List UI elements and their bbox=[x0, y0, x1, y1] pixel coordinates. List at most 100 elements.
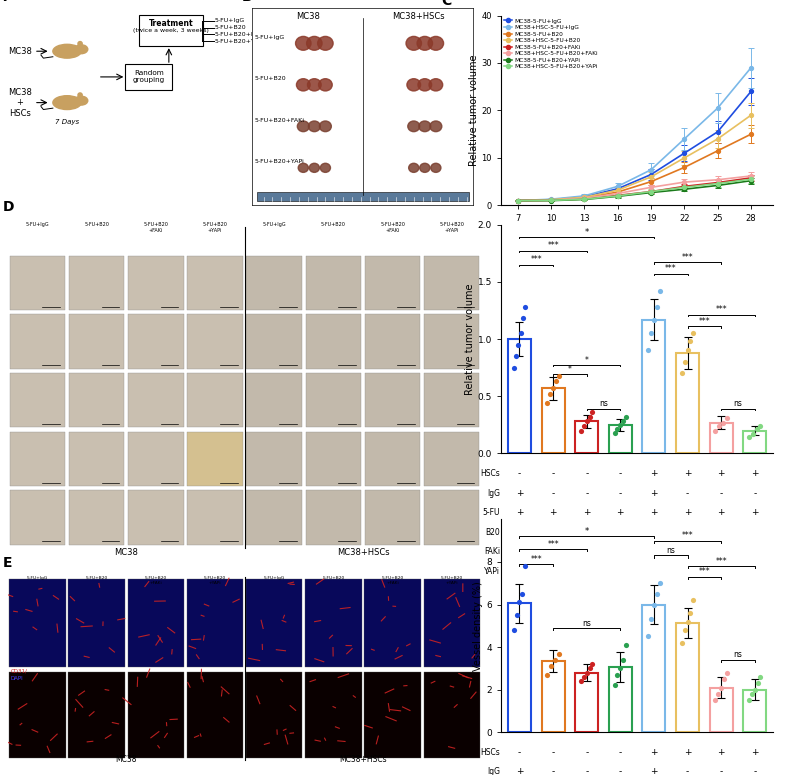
Point bbox=[648, 598, 660, 611]
Bar bbox=[9, 672, 65, 758]
Bar bbox=[305, 373, 361, 427]
Point bbox=[507, 624, 520, 636]
Bar bbox=[305, 672, 361, 758]
Text: *: * bbox=[585, 356, 589, 364]
Bar bbox=[69, 432, 125, 486]
FancyBboxPatch shape bbox=[125, 64, 172, 90]
Text: B20: B20 bbox=[485, 528, 500, 537]
Text: 5-FU+B20
+YAPi: 5-FU+B20 +YAPi bbox=[439, 222, 464, 233]
Text: +: + bbox=[684, 528, 691, 537]
Point bbox=[715, 681, 727, 694]
Bar bbox=[508, 604, 531, 732]
Text: MC38: MC38 bbox=[8, 46, 32, 56]
Bar bbox=[575, 422, 598, 453]
Text: 5-FU+IgG: 5-FU+IgG bbox=[27, 577, 48, 580]
Text: ***: *** bbox=[530, 255, 542, 264]
Bar bbox=[187, 580, 243, 666]
Text: +: + bbox=[549, 508, 557, 518]
Bar bbox=[609, 667, 632, 732]
Text: 5-FU+B20+FAKi: 5-FU+B20+FAKi bbox=[255, 118, 305, 123]
Text: -: - bbox=[753, 767, 757, 775]
Point bbox=[578, 420, 590, 432]
Text: 5-FU+B20: 5-FU+B20 bbox=[322, 577, 345, 580]
Text: +: + bbox=[616, 528, 624, 537]
Text: -: - bbox=[686, 767, 689, 775]
Point bbox=[746, 688, 758, 701]
Point bbox=[510, 350, 522, 363]
Point bbox=[642, 344, 655, 357]
Circle shape bbox=[320, 164, 331, 172]
Bar bbox=[187, 256, 243, 310]
Bar bbox=[365, 432, 421, 486]
Text: +: + bbox=[717, 470, 725, 478]
Text: ***: *** bbox=[665, 264, 676, 273]
Circle shape bbox=[417, 36, 432, 50]
X-axis label: Days: Days bbox=[625, 229, 649, 239]
Point bbox=[619, 639, 632, 651]
Text: -: - bbox=[552, 547, 555, 556]
Text: -: - bbox=[585, 470, 589, 478]
Point bbox=[578, 670, 590, 684]
Text: ns: ns bbox=[599, 399, 608, 408]
Text: MC38+HSCs: MC38+HSCs bbox=[337, 548, 389, 556]
Text: ns: ns bbox=[734, 650, 742, 660]
Text: +: + bbox=[583, 508, 590, 518]
Bar bbox=[424, 256, 480, 310]
Point bbox=[650, 301, 663, 313]
Bar bbox=[424, 672, 480, 758]
Point bbox=[754, 420, 767, 432]
Text: +: + bbox=[583, 547, 590, 556]
Bar bbox=[743, 431, 766, 453]
Text: B: B bbox=[241, 0, 252, 4]
Bar bbox=[246, 580, 302, 666]
Circle shape bbox=[320, 121, 331, 132]
Text: 5-FU+IgG: 5-FU+IgG bbox=[255, 35, 285, 40]
Text: -: - bbox=[518, 567, 521, 576]
Text: ***: *** bbox=[548, 241, 559, 250]
Point bbox=[681, 344, 694, 357]
Bar bbox=[257, 191, 469, 202]
Bar bbox=[542, 661, 564, 732]
Text: ns: ns bbox=[734, 399, 742, 408]
Text: ***: *** bbox=[682, 253, 694, 262]
Text: ***: *** bbox=[530, 555, 542, 563]
Bar bbox=[9, 580, 65, 666]
Point bbox=[583, 411, 596, 423]
Bar bbox=[128, 490, 184, 545]
Point bbox=[742, 694, 755, 707]
Y-axis label: Relative tumor volume: Relative tumor volume bbox=[469, 55, 479, 166]
Point bbox=[687, 327, 700, 339]
Bar bbox=[365, 373, 421, 427]
Text: -: - bbox=[686, 567, 689, 576]
Text: 5-FU+B20: 5-FU+B20 bbox=[255, 77, 286, 81]
Text: -: - bbox=[585, 748, 589, 757]
Point bbox=[519, 560, 532, 572]
Bar bbox=[305, 580, 361, 666]
Bar bbox=[69, 490, 125, 545]
Text: (twice a week, 3 weeks): (twice a week, 3 weeks) bbox=[133, 28, 209, 33]
Point bbox=[519, 301, 532, 313]
Bar bbox=[9, 490, 65, 545]
Point bbox=[749, 684, 761, 696]
Text: ***: *** bbox=[716, 556, 727, 566]
Text: 5-FU+B20: 5-FU+B20 bbox=[85, 577, 108, 580]
Bar bbox=[365, 580, 421, 666]
Circle shape bbox=[407, 79, 421, 91]
Text: +: + bbox=[650, 470, 658, 478]
Point bbox=[583, 662, 596, 674]
Legend: MC38-5-FU+IgG, MC38+HSC-5-FU+IgG, MC38-5-FU+B20, MC38+HSC-5-FU+B20, MC38-5-FU+B2: MC38-5-FU+IgG, MC38+HSC-5-FU+IgG, MC38-5… bbox=[504, 19, 598, 69]
Bar bbox=[9, 256, 65, 310]
Bar bbox=[187, 672, 243, 758]
Bar bbox=[246, 432, 302, 486]
Text: -: - bbox=[552, 470, 555, 478]
Text: ***: *** bbox=[698, 567, 710, 577]
Text: +: + bbox=[516, 508, 523, 518]
Point bbox=[617, 415, 630, 428]
Text: 5-FU: 5-FU bbox=[483, 508, 500, 518]
Text: IgG: IgG bbox=[487, 489, 500, 498]
Bar bbox=[424, 373, 480, 427]
Bar bbox=[305, 314, 361, 369]
Point bbox=[713, 420, 726, 432]
Point bbox=[614, 662, 626, 674]
Point bbox=[650, 587, 663, 600]
